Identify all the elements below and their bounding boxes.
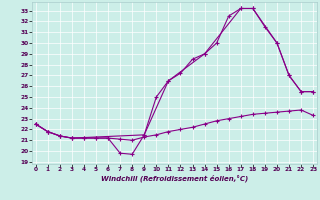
- X-axis label: Windchill (Refroidissement éolien,°C): Windchill (Refroidissement éolien,°C): [101, 175, 248, 182]
